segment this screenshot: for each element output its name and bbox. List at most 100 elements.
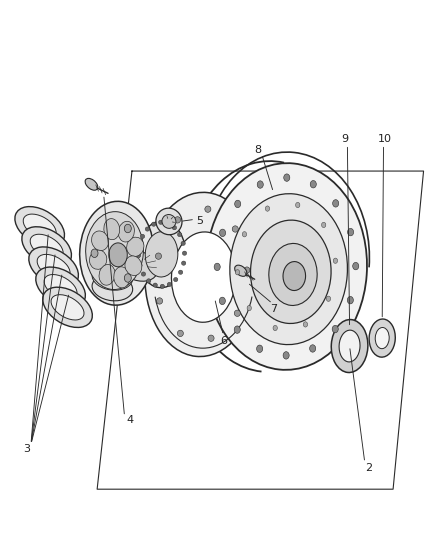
- Ellipse shape: [177, 232, 182, 237]
- Ellipse shape: [114, 267, 130, 288]
- Ellipse shape: [214, 263, 220, 271]
- Text: 5: 5: [196, 216, 203, 227]
- Ellipse shape: [89, 250, 107, 269]
- Ellipse shape: [156, 298, 162, 304]
- Ellipse shape: [140, 234, 145, 238]
- Ellipse shape: [310, 345, 316, 352]
- Ellipse shape: [124, 224, 131, 233]
- Ellipse shape: [29, 247, 78, 287]
- Ellipse shape: [230, 193, 347, 345]
- Ellipse shape: [92, 264, 133, 290]
- Ellipse shape: [145, 227, 150, 231]
- Ellipse shape: [234, 310, 240, 317]
- Ellipse shape: [219, 297, 226, 304]
- Ellipse shape: [265, 206, 270, 211]
- Ellipse shape: [127, 237, 144, 256]
- Ellipse shape: [177, 330, 184, 336]
- Ellipse shape: [141, 272, 145, 276]
- Ellipse shape: [232, 226, 238, 232]
- Ellipse shape: [36, 267, 85, 308]
- Ellipse shape: [30, 234, 63, 260]
- Ellipse shape: [333, 258, 338, 263]
- Ellipse shape: [85, 179, 98, 190]
- Ellipse shape: [124, 274, 131, 282]
- Ellipse shape: [353, 262, 359, 270]
- Ellipse shape: [303, 322, 307, 327]
- Ellipse shape: [23, 214, 56, 239]
- Ellipse shape: [172, 232, 236, 322]
- Ellipse shape: [284, 174, 290, 181]
- Ellipse shape: [321, 222, 326, 228]
- Ellipse shape: [91, 249, 98, 257]
- Ellipse shape: [235, 270, 240, 275]
- Ellipse shape: [152, 222, 156, 227]
- Ellipse shape: [283, 352, 289, 359]
- Text: 8: 8: [254, 145, 262, 155]
- Ellipse shape: [160, 284, 165, 288]
- Ellipse shape: [167, 282, 172, 287]
- Ellipse shape: [339, 330, 360, 362]
- Ellipse shape: [375, 327, 389, 349]
- Ellipse shape: [347, 229, 353, 236]
- Ellipse shape: [159, 220, 163, 224]
- Ellipse shape: [331, 320, 368, 373]
- Ellipse shape: [244, 267, 250, 273]
- Ellipse shape: [242, 232, 247, 237]
- Ellipse shape: [125, 256, 142, 276]
- Ellipse shape: [173, 278, 178, 282]
- Ellipse shape: [205, 206, 211, 212]
- Ellipse shape: [22, 227, 71, 267]
- Ellipse shape: [162, 214, 176, 228]
- Ellipse shape: [155, 253, 162, 260]
- Ellipse shape: [219, 229, 226, 237]
- Ellipse shape: [234, 326, 240, 333]
- Ellipse shape: [178, 270, 183, 274]
- Ellipse shape: [347, 296, 353, 304]
- Ellipse shape: [153, 283, 157, 287]
- Ellipse shape: [43, 287, 92, 327]
- Ellipse shape: [181, 261, 186, 265]
- Ellipse shape: [137, 244, 141, 248]
- Ellipse shape: [257, 181, 263, 188]
- Ellipse shape: [166, 221, 170, 225]
- Ellipse shape: [181, 241, 185, 246]
- Ellipse shape: [296, 203, 300, 208]
- Ellipse shape: [332, 200, 339, 207]
- Ellipse shape: [206, 163, 367, 370]
- Ellipse shape: [235, 265, 247, 276]
- Ellipse shape: [117, 249, 158, 281]
- Ellipse shape: [99, 264, 115, 285]
- Ellipse shape: [283, 262, 306, 290]
- Ellipse shape: [138, 221, 186, 288]
- Text: 4: 4: [126, 415, 133, 425]
- Text: 9: 9: [342, 134, 349, 144]
- Ellipse shape: [37, 254, 70, 280]
- Text: 10: 10: [378, 134, 392, 144]
- Ellipse shape: [51, 295, 84, 320]
- Ellipse shape: [156, 208, 182, 235]
- Ellipse shape: [247, 305, 251, 311]
- Ellipse shape: [15, 207, 64, 247]
- Ellipse shape: [172, 225, 177, 230]
- Ellipse shape: [80, 201, 154, 305]
- Ellipse shape: [145, 232, 178, 277]
- Ellipse shape: [86, 212, 143, 289]
- Ellipse shape: [235, 200, 241, 208]
- Ellipse shape: [92, 274, 133, 301]
- Ellipse shape: [104, 219, 120, 240]
- Ellipse shape: [145, 192, 258, 357]
- Ellipse shape: [174, 217, 180, 223]
- Ellipse shape: [109, 243, 127, 267]
- Ellipse shape: [138, 263, 142, 268]
- Text: 6: 6: [220, 336, 227, 346]
- Ellipse shape: [136, 253, 141, 257]
- Ellipse shape: [269, 244, 317, 305]
- Ellipse shape: [369, 319, 395, 357]
- Ellipse shape: [251, 220, 331, 324]
- Ellipse shape: [44, 274, 77, 300]
- Ellipse shape: [208, 335, 214, 342]
- Ellipse shape: [92, 231, 109, 251]
- Ellipse shape: [147, 279, 151, 283]
- Ellipse shape: [332, 325, 338, 333]
- Text: 2: 2: [366, 463, 373, 473]
